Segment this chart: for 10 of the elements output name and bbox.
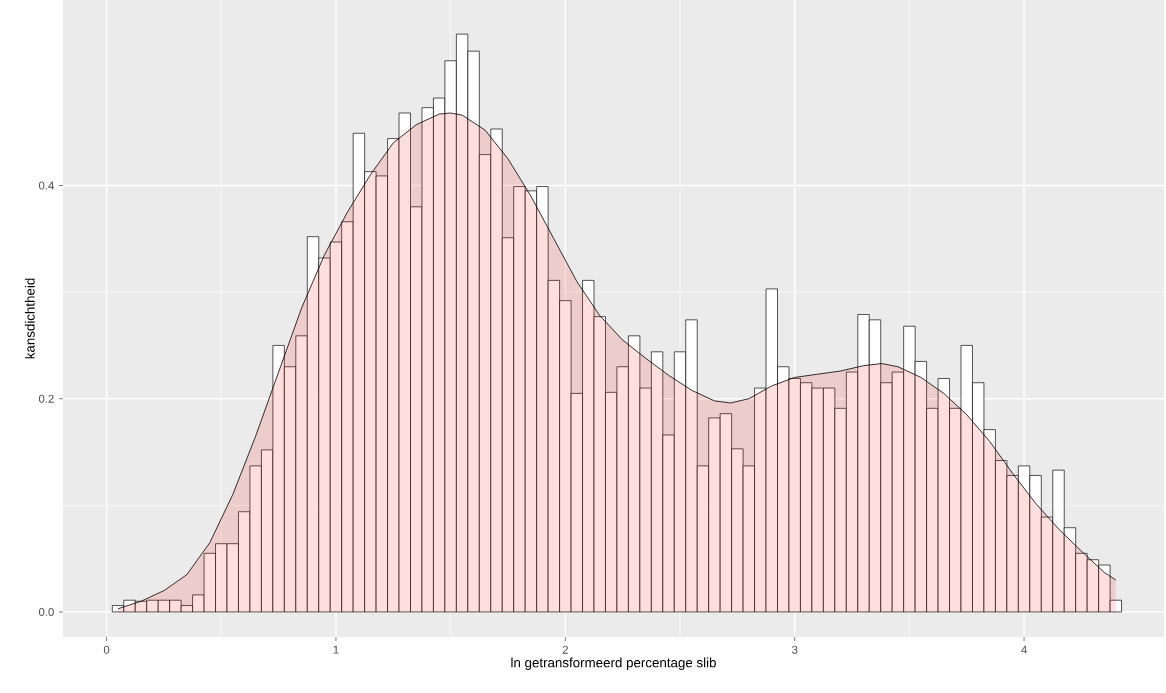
y-axis-title: kansdichtheid [24, 278, 35, 359]
x-tick-label: 0 [103, 645, 110, 654]
x-tick-label: 3 [792, 645, 798, 654]
y-tick-label: 0.4 [38, 181, 54, 190]
y-tick-label: 0.0 [38, 607, 54, 616]
x-tick-label: 4 [1021, 645, 1027, 654]
x-tick-label: 1 [333, 645, 339, 654]
x-tick-label: 2 [562, 645, 568, 654]
x-axis-title: ln getransformeerd percentage slib [511, 657, 716, 670]
y-tick-label: 0.2 [38, 394, 54, 403]
